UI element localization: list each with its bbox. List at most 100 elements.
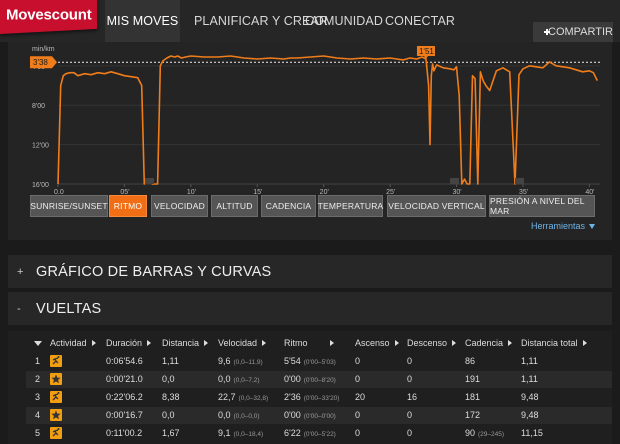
nav-conectar[interactable]: CONECTAR xyxy=(385,14,456,28)
duration-cell: 0:00'16.7 xyxy=(106,410,143,420)
column-header-actividad[interactable]: Actividad xyxy=(50,336,96,350)
x-tick-label: 35' xyxy=(519,189,528,196)
column-header-distancia[interactable]: Distancia xyxy=(162,336,209,350)
section-bar-charts[interactable]: + GRÁFICO DE BARRAS Y CURVAS xyxy=(8,255,612,288)
lap-marker[interactable] xyxy=(515,178,524,184)
x-tick-label: 20' xyxy=(320,189,329,196)
speed-cell: 9,1 (0,0–18,4) xyxy=(218,425,263,442)
share-label: COMPARTIR xyxy=(548,26,613,38)
column-header-velocidad[interactable]: Velocidad xyxy=(218,336,267,350)
x-tick-label: 10' xyxy=(187,189,196,196)
table-row[interactable]: 2 0:00'21.0 0,0 0,0 (0,0–7,2) 0'00 (0'00–8… xyxy=(26,371,612,388)
total-distance-cell: 9,48 xyxy=(521,410,539,420)
star-icon xyxy=(50,373,62,385)
pace-cell: 0'00 (0'00–0'00) xyxy=(284,407,336,424)
x-tick-label: 05' xyxy=(120,189,129,196)
pace-range: (0'00–8'20) xyxy=(303,377,336,384)
pace-value: 6'22 xyxy=(284,428,301,438)
mode-sunrise-sunset[interactable]: SUNRISE/SUNSET xyxy=(30,195,108,217)
running-icon xyxy=(50,427,62,439)
header-label: Velocidad xyxy=(218,338,258,348)
speed-range: (0,0–32,8) xyxy=(238,395,269,402)
y-axis-label: min/km xyxy=(32,46,55,53)
pace-cell: 0'00 (0'00–8'20) xyxy=(284,371,336,388)
pace-cell: 6'22 (0'00–5'22) xyxy=(284,425,336,442)
header-label: Actividad xyxy=(50,338,87,348)
cadence-value: 191 xyxy=(465,374,481,384)
column-header-duracion[interactable]: Duración xyxy=(106,336,152,350)
lap-number: 5 xyxy=(35,428,41,438)
lap-number: 1 xyxy=(35,356,41,366)
speed-cell: 0,0 (0,0–0,0) xyxy=(218,407,260,424)
lap-marker[interactable] xyxy=(450,178,459,184)
mode-altitud[interactable]: ALTITUD xyxy=(211,195,258,217)
cadence-value: 181 xyxy=(465,392,481,402)
x-tick-label: 40' xyxy=(585,189,594,196)
pace-range: (0'00–33'20) xyxy=(303,395,340,402)
header-label: Duración xyxy=(106,338,143,348)
pace-cell: 5'54 (0'00–5'03) xyxy=(284,353,336,370)
speed-value: 9,1 xyxy=(218,428,231,438)
column-sort-all[interactable] xyxy=(34,336,42,350)
nav-planificar-y-crear[interactable]: PLANIFICAR Y CREAR xyxy=(194,14,329,28)
speed-cell: 9,6 (0,0–11,9) xyxy=(218,353,263,370)
pace-range: (0'00–5'03) xyxy=(303,359,336,366)
ascent-cell: 0 xyxy=(355,428,361,438)
column-header-distancia-total[interactable]: Distancia total xyxy=(521,336,587,350)
lap-marker[interactable] xyxy=(145,178,154,184)
descent-cell: 0 xyxy=(407,410,413,420)
mode-velocidad-vertical[interactable]: VELOCIDAD VERTICAL xyxy=(387,195,486,217)
collapse-icon: - xyxy=(17,302,21,315)
tools-dropdown[interactable]: Herramientas xyxy=(531,221,596,231)
nav-comunidad[interactable]: COMUNIDAD xyxy=(305,14,383,28)
duration-cell: 0:11'00.2 xyxy=(106,428,143,438)
sort-down-icon xyxy=(34,340,42,346)
section-laps[interactable]: - VUELTAS xyxy=(8,292,612,325)
chevron-down-icon xyxy=(589,223,596,229)
sort-icon xyxy=(204,340,209,346)
speed-cell: 0,0 (0,0–7,2) xyxy=(218,371,260,388)
distance-cell: 0,0 xyxy=(162,374,175,384)
column-header-ritmo[interactable]: Ritmo xyxy=(284,336,334,350)
y-tick-label: 12'00 xyxy=(32,143,49,150)
pace-series-line xyxy=(57,55,599,185)
table-row[interactable]: 5 0:11'00.2 1,67 9,1 (0,0–18,4) 6'22 (0'00… xyxy=(26,425,612,442)
lap-number: 3 xyxy=(35,392,41,402)
speed-value: 9,6 xyxy=(218,356,231,366)
x-tick-label: 0.0 xyxy=(54,189,64,196)
mode-cadencia[interactable]: CADENCIA xyxy=(261,195,316,217)
lap-number: 4 xyxy=(35,410,41,420)
total-distance-cell: 1,11 xyxy=(521,374,538,384)
mode-ritmo[interactable]: RITMO xyxy=(109,195,147,217)
sort-icon xyxy=(147,340,152,346)
pace-value: 0'00 xyxy=(284,410,301,420)
column-header-cadencia[interactable]: Cadencia xyxy=(465,336,513,350)
mode-presion-nivel-del-mar[interactable]: PRESIÓN A NIVEL DEL MAR xyxy=(489,195,595,217)
table-row[interactable]: 3 0:22'06.2 8,38 22,7 (0,0–32,8) 2'36 (0'0… xyxy=(26,389,612,406)
duration-cell: 0:06'54.6 xyxy=(106,356,143,366)
speed-range: (0,0–18,4) xyxy=(233,431,264,438)
cadence-value: 172 xyxy=(465,410,481,420)
cadence-cell: 86 xyxy=(465,353,478,370)
x-tick-label: 25' xyxy=(386,189,395,196)
nav-mis-moves[interactable]: MIS MOVES xyxy=(105,0,180,42)
share-button[interactable]: COMPARTIR xyxy=(533,22,613,42)
movescount-logo[interactable]: Movescount xyxy=(0,0,97,34)
cadence-value: 86 xyxy=(465,356,476,366)
column-header-descenso[interactable]: Descenso xyxy=(407,336,457,350)
table-row[interactable]: 4 0:00'16.7 0,0 0,0 (0,0–0,0) 0'00 (0'00–0… xyxy=(26,407,612,424)
speed-value: 0,0 xyxy=(218,410,231,420)
speed-range: (0,0–7,2) xyxy=(233,377,260,384)
logo-text: Movescount xyxy=(5,5,92,23)
duration-cell: 0:22'06.2 xyxy=(106,392,143,402)
sort-icon xyxy=(262,340,267,346)
column-header-ascenso[interactable]: Ascenso xyxy=(355,336,399,350)
speed-value: 0,0 xyxy=(218,374,231,384)
mode-temperatura[interactable]: TEMPERATURA xyxy=(318,195,383,217)
mode-velocidad[interactable]: VELOCIDAD xyxy=(151,195,208,217)
distance-cell: 1,11 xyxy=(162,356,179,366)
table-row[interactable]: 1 0:06'54.6 1,11 9,6 (0,0–11,9) 5'54 (0'00… xyxy=(26,353,612,370)
speed-range: (0,0–11,9) xyxy=(233,359,263,366)
